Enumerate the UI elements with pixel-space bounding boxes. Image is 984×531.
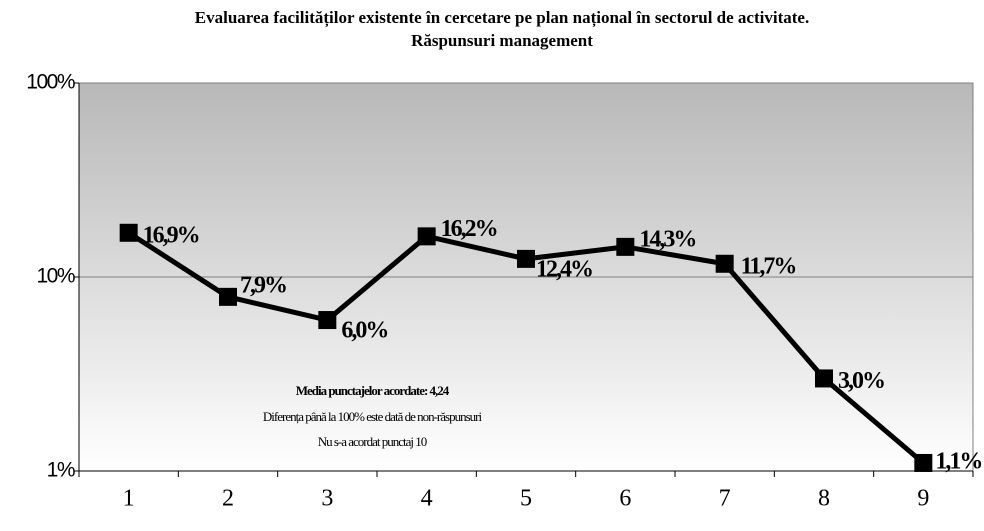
x-tick-label: 8 xyxy=(818,486,830,512)
x-tick-label: 5 xyxy=(520,486,532,512)
marker xyxy=(318,311,337,330)
value-label: 6,0% xyxy=(341,318,387,344)
y-tick-label: 1% xyxy=(47,459,75,482)
marker xyxy=(119,223,138,242)
value-label: 1,1% xyxy=(935,448,981,474)
marker xyxy=(715,254,734,273)
marker xyxy=(815,369,833,388)
x-tick-label: 3 xyxy=(321,486,333,512)
value-label: 7,9% xyxy=(240,272,286,298)
value-label: 16,9% xyxy=(143,222,199,248)
chart-title: Evaluarea facilităților existente în cer… xyxy=(195,8,809,28)
chart-title: Răspunsuri management xyxy=(411,31,593,50)
x-tick-label: 9 xyxy=(917,486,929,512)
value-label: 11,7% xyxy=(741,253,796,279)
value-label: 12,4% xyxy=(536,256,592,282)
marker xyxy=(517,249,535,268)
marker xyxy=(417,227,436,246)
value-label: 3,0% xyxy=(838,368,884,394)
x-tick-label: 2 xyxy=(222,486,234,512)
y-tick-label: 10% xyxy=(36,265,74,288)
y-tick-label: 100% xyxy=(26,71,75,94)
x-tick-label: 6 xyxy=(619,486,631,512)
marker xyxy=(219,287,237,306)
x-tick-label: 7 xyxy=(719,486,731,512)
marker xyxy=(914,453,933,472)
annotation: Media punctajelor acordate: 4,24 xyxy=(296,383,450,398)
x-tick-label: 4 xyxy=(421,486,433,512)
marker xyxy=(616,237,635,256)
x-tick-label: 1 xyxy=(123,486,135,512)
value-label: 14,3% xyxy=(639,226,695,252)
annotation: Nu s-a acordat punctaj 10 xyxy=(318,434,427,449)
value-label: 16,2% xyxy=(441,216,497,242)
annotation: Diferența până la 100% este dată de non-… xyxy=(263,409,483,424)
